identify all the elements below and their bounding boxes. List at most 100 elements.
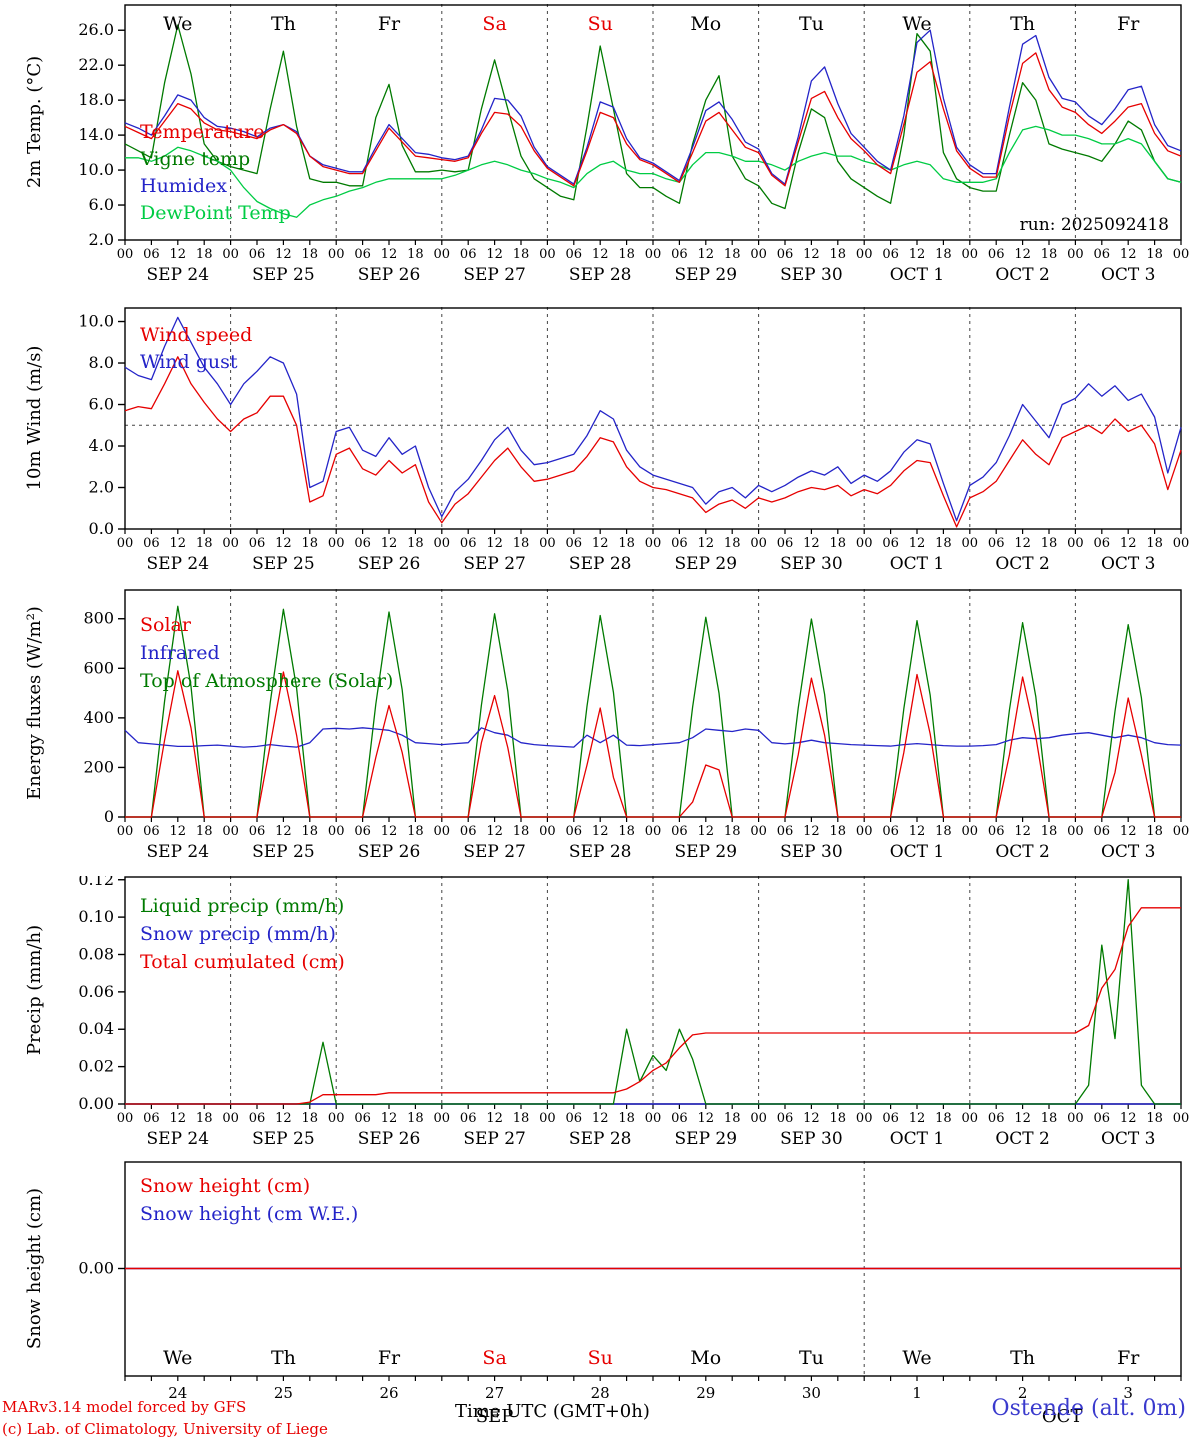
svg-text:18: 18	[407, 247, 424, 262]
station-name: Ostende (alt. 0m)	[991, 1396, 1186, 1421]
svg-text:00: 00	[117, 824, 134, 839]
svg-text:18: 18	[302, 1111, 319, 1126]
svg-text:2.0: 2.0	[89, 478, 114, 497]
svg-text:00: 00	[750, 536, 767, 551]
svg-text:00: 00	[962, 824, 979, 839]
svg-text:06: 06	[354, 247, 371, 262]
svg-text:00: 00	[328, 1111, 345, 1126]
svg-text:06: 06	[777, 1111, 794, 1126]
svg-text:12: 12	[592, 247, 609, 262]
svg-text:Snow height (cm): Snow height (cm)	[140, 1175, 310, 1197]
svg-text:18: 18	[618, 247, 635, 262]
svg-text:12: 12	[275, 824, 292, 839]
energy-flux-panel: 0 200 400 600 800 Energy fluxes (W/m²) 00 06 12 1…	[24, 589, 1189, 862]
svg-text:Tu: Tu	[799, 13, 824, 35]
svg-text:SEP 28: SEP 28	[569, 554, 632, 574]
svg-text:Mo: Mo	[690, 13, 721, 35]
svg-text:14.0: 14.0	[78, 125, 114, 144]
svg-text:SEP 24: SEP 24	[147, 1129, 210, 1149]
svg-text:06: 06	[249, 536, 266, 551]
svg-text:06: 06	[777, 536, 794, 551]
svg-text:18: 18	[724, 824, 741, 839]
svg-text:We: We	[902, 1347, 931, 1369]
svg-text:06: 06	[249, 824, 266, 839]
svg-text:run: 2025092418: run: 2025092418	[1020, 215, 1169, 235]
svg-text:12: 12	[592, 1111, 609, 1126]
svg-text:26.0: 26.0	[78, 20, 114, 39]
svg-text:06: 06	[143, 1111, 160, 1126]
svg-text:Wind gust: Wind gust	[140, 351, 238, 373]
svg-text:18: 18	[724, 536, 741, 551]
svg-text:00: 00	[1173, 536, 1190, 551]
svg-text:06: 06	[354, 1111, 371, 1126]
svg-text:00: 00	[645, 824, 662, 839]
svg-text:Energy fluxes (W/m²): Energy fluxes (W/m²)	[24, 606, 45, 800]
svg-text:0.10: 0.10	[78, 907, 114, 926]
svg-text:10m Wind (m/s): 10m Wind (m/s)	[24, 346, 45, 491]
svg-text:0.02: 0.02	[78, 1057, 114, 1076]
svg-text:12: 12	[698, 536, 715, 551]
svg-text:18: 18	[1146, 247, 1163, 262]
svg-text:06: 06	[143, 536, 160, 551]
svg-text:Th: Th	[1010, 1347, 1035, 1369]
svg-text:00: 00	[1173, 1111, 1190, 1126]
svg-text:We: We	[163, 13, 192, 35]
svg-text:SEP 26: SEP 26	[358, 1129, 421, 1149]
svg-text:00: 00	[222, 247, 239, 262]
svg-text:06: 06	[460, 536, 477, 551]
svg-text:OCT: OCT	[1042, 1406, 1083, 1427]
svg-text:6.0: 6.0	[89, 195, 114, 214]
svg-text:Solar: Solar	[140, 614, 192, 636]
svg-text:SEP 24: SEP 24	[147, 842, 210, 862]
svg-text:06: 06	[143, 824, 160, 839]
svg-text:18: 18	[196, 824, 213, 839]
svg-text:Fr: Fr	[1117, 13, 1140, 35]
svg-text:0.08: 0.08	[78, 944, 114, 963]
svg-text:00: 00	[645, 1111, 662, 1126]
svg-text:00: 00	[539, 247, 556, 262]
svg-text:00: 00	[539, 824, 556, 839]
svg-text:18: 18	[935, 1111, 952, 1126]
svg-text:18: 18	[724, 247, 741, 262]
svg-text:0.06: 0.06	[78, 982, 114, 1001]
svg-text:SEP 30: SEP 30	[780, 265, 843, 285]
svg-text:18: 18	[196, 247, 213, 262]
svg-text:18: 18	[1041, 247, 1058, 262]
svg-text:12: 12	[486, 247, 503, 262]
svg-text:Total cumulated (cm): Total cumulated (cm)	[140, 951, 345, 973]
svg-text:00: 00	[856, 247, 873, 262]
svg-text:06: 06	[566, 536, 583, 551]
svg-text:12: 12	[803, 536, 820, 551]
svg-text:00: 00	[117, 536, 134, 551]
svg-text:06: 06	[143, 247, 160, 262]
svg-text:00: 00	[539, 1111, 556, 1126]
svg-text:Fr: Fr	[378, 1347, 401, 1369]
svg-text:00: 00	[434, 1111, 451, 1126]
temperature-panel: 2.0 6.0 10.0 14.0 18.0 22.0 26.0 2m Temp. (°C) 0…	[24, 4, 1189, 285]
svg-text:24: 24	[168, 1384, 187, 1402]
svg-text:06: 06	[777, 247, 794, 262]
svg-text:600: 600	[83, 658, 114, 677]
svg-text:12: 12	[381, 1111, 398, 1126]
svg-text:00: 00	[328, 536, 345, 551]
svg-text:0.04: 0.04	[78, 1019, 114, 1038]
svg-text:SEP 28: SEP 28	[569, 842, 632, 862]
svg-text:0.00: 0.00	[78, 1259, 114, 1278]
svg-text:OCT 1: OCT 1	[890, 842, 945, 862]
svg-text:1: 1	[912, 1384, 922, 1402]
svg-text:OCT 3: OCT 3	[1101, 554, 1156, 574]
svg-text:00: 00	[222, 824, 239, 839]
svg-text:12: 12	[381, 247, 398, 262]
svg-text:12: 12	[486, 536, 503, 551]
svg-text:OCT 2: OCT 2	[995, 842, 1050, 862]
svg-text:12: 12	[698, 247, 715, 262]
svg-text:00: 00	[222, 1111, 239, 1126]
svg-text:SEP 29: SEP 29	[675, 1129, 738, 1149]
svg-text:00: 00	[750, 824, 767, 839]
svg-text:12: 12	[909, 1111, 926, 1126]
svg-text:12: 12	[170, 536, 187, 551]
svg-text:26: 26	[379, 1384, 398, 1402]
svg-text:12: 12	[170, 824, 187, 839]
svg-text:12: 12	[1014, 536, 1031, 551]
svg-text:12: 12	[381, 536, 398, 551]
